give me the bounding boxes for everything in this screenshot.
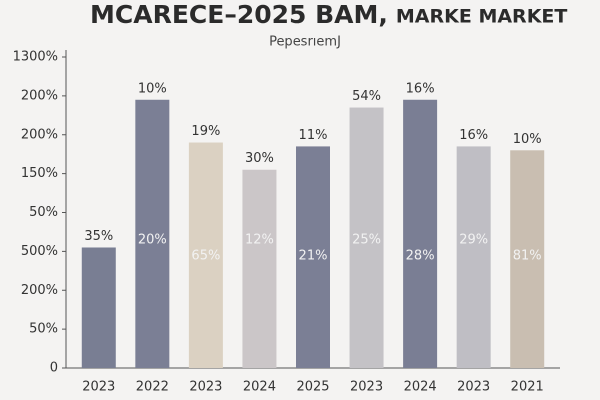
top-label: 30%: [245, 151, 274, 166]
bar: [135, 99, 170, 368]
top-label: 11%: [299, 128, 328, 143]
y-tick-label: 200%: [21, 283, 58, 298]
y-tick-label: 200%: [21, 127, 58, 142]
top-label: 19%: [191, 124, 220, 139]
x-tick-label: 2024: [243, 380, 276, 395]
inner-label: 29%: [459, 233, 488, 248]
inner-label: 81%: [513, 249, 542, 264]
chart-title: MCARECE–2025 BAM,: [90, 0, 388, 29]
chart-subtitle: PepesrıemJ: [269, 35, 341, 50]
bar: [81, 247, 116, 368]
top-label: 10%: [138, 81, 167, 96]
inner-label: 65%: [191, 249, 220, 264]
chart-title-suffix: MARKE MARKET: [396, 6, 568, 28]
y-tick-label: 50%: [29, 322, 58, 337]
y-tick-label: 200%: [21, 88, 58, 103]
x-tick-label: 2023: [457, 380, 490, 395]
bar: [510, 150, 545, 368]
bar: [403, 99, 438, 368]
x-tick-label: 2023: [350, 380, 383, 395]
bar: [188, 142, 223, 368]
y-tick-label: 500%: [21, 244, 58, 259]
x-tick-label: 2024: [404, 380, 437, 395]
y-tick-label: 50%: [29, 205, 58, 220]
top-label: 35%: [84, 229, 113, 244]
inner-label: 28%: [406, 249, 435, 264]
inner-label: 20%: [138, 233, 167, 248]
x-tick-label: 2025: [296, 380, 329, 395]
x-tick-label: 2021: [511, 380, 544, 395]
x-tick-label: 2022: [136, 380, 169, 395]
y-tick-label: 1300%: [13, 50, 58, 65]
top-label: 16%: [406, 81, 435, 96]
inner-label: 12%: [245, 233, 274, 248]
bar: [242, 169, 277, 368]
y-tick-label: 150%: [21, 166, 58, 181]
bar: [296, 146, 330, 368]
y-tick-label: 0: [50, 361, 58, 376]
inner-label: 25%: [352, 233, 381, 248]
top-label: 54%: [352, 89, 381, 104]
inner-label: 21%: [299, 249, 328, 264]
x-tick-label: 2023: [82, 380, 115, 395]
top-label: 16%: [459, 128, 488, 143]
bar: [349, 107, 384, 368]
x-tick-label: 2023: [189, 380, 222, 395]
top-label: 10%: [513, 132, 542, 147]
bar: [456, 146, 491, 368]
